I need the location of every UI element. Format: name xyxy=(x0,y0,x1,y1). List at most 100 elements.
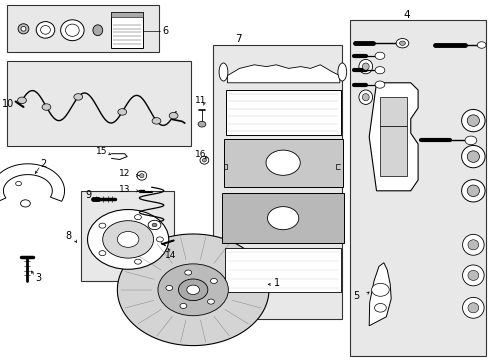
Circle shape xyxy=(87,210,168,269)
Ellipse shape xyxy=(21,27,26,31)
Text: 1: 1 xyxy=(273,278,280,288)
Circle shape xyxy=(99,223,105,228)
Ellipse shape xyxy=(140,174,143,177)
Circle shape xyxy=(158,264,228,316)
Ellipse shape xyxy=(93,25,102,36)
Ellipse shape xyxy=(467,303,478,313)
Ellipse shape xyxy=(462,265,483,286)
Circle shape xyxy=(178,279,207,301)
Ellipse shape xyxy=(337,63,346,81)
Text: 11: 11 xyxy=(194,96,206,105)
Bar xyxy=(349,20,485,356)
Bar xyxy=(111,12,142,48)
Circle shape xyxy=(184,270,191,275)
Ellipse shape xyxy=(358,90,372,104)
Ellipse shape xyxy=(467,240,478,250)
Ellipse shape xyxy=(18,24,29,34)
Circle shape xyxy=(18,97,26,104)
Ellipse shape xyxy=(462,234,483,255)
Circle shape xyxy=(42,104,51,110)
Ellipse shape xyxy=(358,59,372,74)
Text: 6: 6 xyxy=(162,26,168,36)
Text: 9: 9 xyxy=(85,190,92,200)
Circle shape xyxy=(399,41,405,45)
Ellipse shape xyxy=(41,26,50,34)
Polygon shape xyxy=(117,234,268,346)
Ellipse shape xyxy=(362,63,368,70)
Circle shape xyxy=(16,181,21,186)
Ellipse shape xyxy=(362,94,368,101)
Circle shape xyxy=(464,136,476,145)
Polygon shape xyxy=(0,164,64,203)
Circle shape xyxy=(152,223,157,227)
Circle shape xyxy=(265,150,300,175)
Circle shape xyxy=(99,251,105,256)
Bar xyxy=(81,191,173,281)
Circle shape xyxy=(267,207,298,230)
Ellipse shape xyxy=(36,22,55,38)
Circle shape xyxy=(169,112,178,119)
Circle shape xyxy=(118,109,126,115)
Circle shape xyxy=(210,279,217,284)
Circle shape xyxy=(374,81,384,88)
Text: 8: 8 xyxy=(65,231,71,241)
Bar xyxy=(224,139,342,187)
Bar xyxy=(380,97,407,126)
Circle shape xyxy=(152,118,161,124)
Circle shape xyxy=(476,42,485,48)
Bar xyxy=(224,248,341,292)
Circle shape xyxy=(371,283,388,296)
Bar xyxy=(380,126,407,176)
Text: 5: 5 xyxy=(352,291,359,301)
Polygon shape xyxy=(227,65,339,83)
Circle shape xyxy=(74,94,82,100)
Text: 12: 12 xyxy=(119,169,130,178)
Bar xyxy=(7,61,190,146)
Circle shape xyxy=(374,52,384,59)
Circle shape xyxy=(117,231,139,247)
Circle shape xyxy=(207,299,214,304)
Text: 14: 14 xyxy=(165,251,176,260)
Bar xyxy=(222,193,343,243)
Bar xyxy=(212,45,342,319)
Ellipse shape xyxy=(467,270,478,280)
Circle shape xyxy=(165,285,172,291)
Ellipse shape xyxy=(462,297,483,318)
Text: 16: 16 xyxy=(194,150,206,159)
Ellipse shape xyxy=(61,20,84,41)
Text: 4: 4 xyxy=(403,10,410,21)
Circle shape xyxy=(134,215,141,220)
Circle shape xyxy=(102,221,153,258)
Circle shape xyxy=(148,220,161,230)
Circle shape xyxy=(374,67,384,74)
Ellipse shape xyxy=(461,145,484,168)
Circle shape xyxy=(198,121,205,127)
Bar xyxy=(225,90,340,135)
Circle shape xyxy=(20,200,30,207)
Text: 3: 3 xyxy=(35,273,41,283)
Bar xyxy=(7,5,159,52)
Bar xyxy=(111,12,142,17)
Ellipse shape xyxy=(202,158,206,162)
Text: 13: 13 xyxy=(119,185,131,194)
Ellipse shape xyxy=(466,151,478,162)
Circle shape xyxy=(395,39,408,48)
Text: 15: 15 xyxy=(96,148,108,156)
Circle shape xyxy=(134,259,141,264)
Polygon shape xyxy=(368,263,390,326)
Ellipse shape xyxy=(461,180,484,202)
Ellipse shape xyxy=(137,171,146,180)
Circle shape xyxy=(374,303,386,312)
Text: 10: 10 xyxy=(2,99,15,109)
Text: 7: 7 xyxy=(234,33,241,44)
Ellipse shape xyxy=(65,24,79,36)
Circle shape xyxy=(186,285,199,294)
Polygon shape xyxy=(368,83,417,191)
Ellipse shape xyxy=(219,63,227,81)
Circle shape xyxy=(156,237,163,242)
Text: 2: 2 xyxy=(41,159,47,169)
Ellipse shape xyxy=(200,156,208,164)
Ellipse shape xyxy=(466,115,478,126)
Ellipse shape xyxy=(466,185,478,197)
Ellipse shape xyxy=(461,109,484,132)
